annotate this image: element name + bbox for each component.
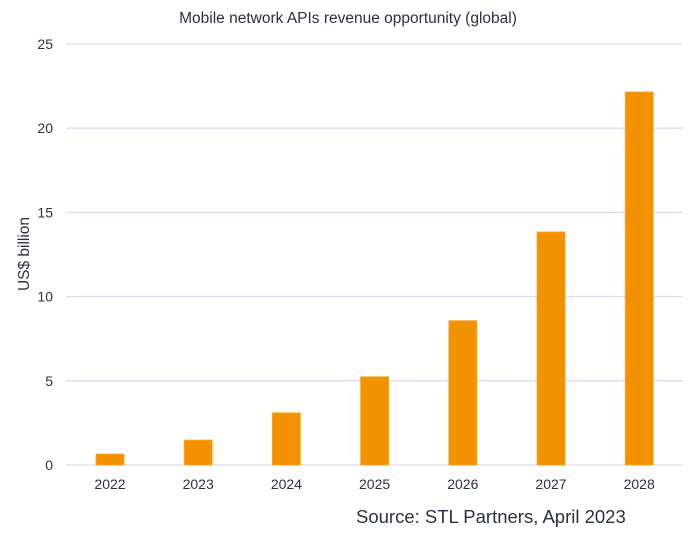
- source-annotation: Source: STL Partners, April 2023: [356, 506, 626, 527]
- y-tick-label: 15: [37, 204, 53, 220]
- bar-2026: [448, 320, 478, 466]
- x-tick-label: 2028: [624, 476, 655, 492]
- y-tick-label: 5: [45, 373, 53, 389]
- x-tick-label: 2026: [447, 476, 478, 492]
- x-tick-label: 2022: [94, 476, 125, 492]
- x-tick-label: 2023: [183, 476, 214, 492]
- bar-2023: [183, 439, 213, 466]
- y-axis-label: US$ billion: [16, 217, 33, 291]
- chart-title: Mobile network APIs revenue opportunity …: [179, 10, 517, 27]
- bar-2024: [271, 412, 301, 466]
- y-tick-label: 25: [37, 36, 53, 52]
- x-tick-label: 2024: [271, 476, 302, 492]
- x-tick-label: 2025: [359, 476, 390, 492]
- y-tick-label: 10: [37, 289, 53, 305]
- bar-2027: [536, 231, 566, 466]
- gridlines: [66, 43, 683, 466]
- bar-2028: [624, 91, 654, 466]
- x-axis-ticks: 2022 2023 2024 2025 2026 2027 2028: [94, 476, 655, 492]
- bar-2025: [360, 376, 390, 466]
- y-tick-label: 20: [37, 120, 53, 136]
- y-tick-label: 0: [45, 457, 53, 473]
- y-axis-ticks: 0 5 10 15 20 25: [37, 36, 53, 473]
- bars: [95, 91, 654, 466]
- bar-2022: [95, 453, 125, 466]
- x-tick-label: 2027: [535, 476, 566, 492]
